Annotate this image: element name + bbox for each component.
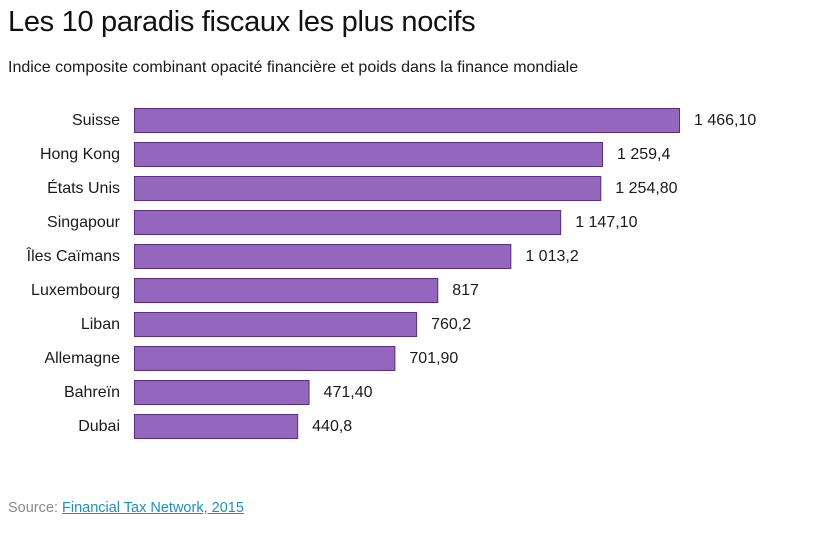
- bar: [134, 210, 562, 235]
- bar: [134, 312, 418, 337]
- bar: [134, 244, 512, 269]
- source-note: Source: Financial Tax Network, 2015: [8, 500, 244, 516]
- value-label: 1 259,4: [617, 146, 670, 163]
- category-label: Luxembourg: [31, 282, 120, 299]
- bar: [134, 108, 680, 133]
- value-label: 701,90: [409, 350, 458, 367]
- value-label: 1 254,80: [615, 180, 677, 197]
- category-label: Hong Kong: [40, 146, 120, 163]
- category-label: Allemagne: [44, 350, 120, 367]
- value-label: 1 013,2: [525, 248, 578, 265]
- category-label: Îles Caïmans: [26, 246, 120, 265]
- bar: [134, 380, 310, 405]
- bar: [134, 142, 604, 167]
- bar: [134, 414, 299, 439]
- value-label: 1 147,10: [575, 214, 637, 231]
- value-label: 440,8: [312, 418, 352, 435]
- value-label: 760,2: [431, 316, 471, 333]
- bar: [134, 278, 439, 303]
- category-label: Singapour: [47, 214, 121, 231]
- chart-title: Les 10 paradis fiscaux les plus nocifs: [8, 6, 476, 38]
- category-label: États Unis: [47, 178, 120, 197]
- bar: [134, 176, 602, 201]
- category-label: Suisse: [72, 112, 120, 129]
- source-prefix: Source:: [8, 500, 62, 516]
- value-label: 817: [452, 282, 479, 299]
- bar: [134, 346, 396, 371]
- category-label: Bahreïn: [64, 384, 120, 401]
- bars-group: Suisse 1 466,10 Hong Kong 1 259,4 États Unis…: [26, 108, 756, 439]
- category-label: Liban: [81, 316, 120, 333]
- value-label: 471,40: [324, 384, 373, 401]
- source-link[interactable]: Financial Tax Network, 2015: [62, 500, 244, 516]
- chart-subtitle: Indice composite combinant opacité finan…: [8, 59, 579, 76]
- value-label: 1 466,10: [694, 112, 756, 129]
- category-label: Dubai: [78, 418, 120, 435]
